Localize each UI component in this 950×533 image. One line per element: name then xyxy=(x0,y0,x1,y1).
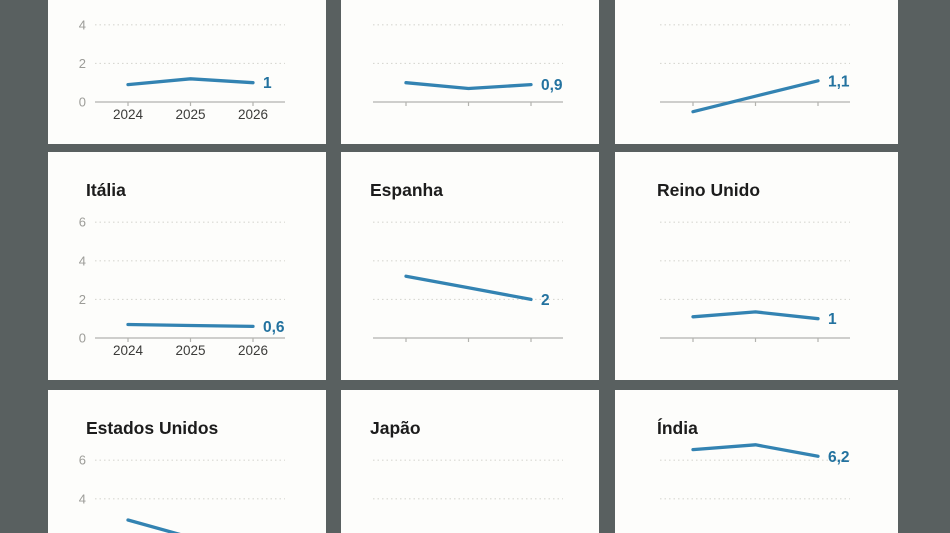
x-tick-label-2024: 2024 xyxy=(113,343,144,358)
line-chart-svg: Itália 0 2 4 6 2024 2025 2026 0,6 xyxy=(79,180,285,358)
y-tick-label-6: 6 xyxy=(79,215,86,230)
data-line xyxy=(404,274,533,302)
panel-title-estados-unidos: Estados Unidos xyxy=(86,418,219,438)
chart-panel-r1c1: 02462024202520261 xyxy=(48,0,326,144)
line-chart-svg: Índia 6,2 xyxy=(657,417,850,500)
panel-title-india: Índia xyxy=(657,417,698,438)
y-tick-label-0: 0 xyxy=(79,95,86,110)
y-tick-label-6: 6 xyxy=(79,453,86,468)
y-tick-label-2: 2 xyxy=(79,530,86,533)
chart-panel-reino-unido: Reino Unido 1 xyxy=(615,152,898,380)
end-value-label: 1 xyxy=(263,75,272,92)
line-chart-svg: Reino Unido 1 xyxy=(657,180,850,342)
end-value-label: 1 xyxy=(828,311,837,328)
x-tick-label-2025: 2025 xyxy=(175,107,205,122)
data-line xyxy=(404,81,533,91)
chart-panel-espanha: Espanha 2 xyxy=(341,152,599,380)
line-chart-svg: 1,1 xyxy=(660,24,850,114)
line-chart-svg: 02462024202520261 xyxy=(79,17,285,122)
y-tick-label-2: 2 xyxy=(79,292,86,307)
panel-title-japao: Japão xyxy=(370,418,421,438)
end-value-label: 6,2 xyxy=(828,449,850,466)
line-chart-svg: Estados Unidos0246202420252026 xyxy=(79,418,285,533)
chart-panel-italia: Itália 0 2 4 6 2024 2025 2026 0,6 xyxy=(48,152,326,380)
data-line xyxy=(691,310,820,321)
data-line xyxy=(691,79,820,114)
x-tick-label-2026: 2026 xyxy=(238,343,268,358)
data-line xyxy=(126,322,255,329)
end-value-label: 0,6 xyxy=(263,319,285,336)
chart-panel-japao: Japão xyxy=(341,390,599,533)
data-line xyxy=(126,518,181,533)
line-chart-svg: Japão xyxy=(370,418,563,500)
panel-title-reino-unido: Reino Unido xyxy=(657,180,760,200)
y-tick-label-0: 0 xyxy=(79,331,86,346)
x-tick-label-2026: 2026 xyxy=(238,107,268,122)
end-value-label: 2 xyxy=(541,292,550,309)
end-value-label: 0,9 xyxy=(541,77,563,94)
line-chart-svg: Espanha 2 xyxy=(370,180,563,342)
chart-panel-india: Índia 6,2 xyxy=(615,390,898,533)
y-tick-label-4: 4 xyxy=(79,491,86,506)
y-tick-label-4: 4 xyxy=(79,253,86,268)
y-tick-label-2: 2 xyxy=(79,56,86,71)
chart-panel-estados-unidos: Estados Unidos0246202420252026 xyxy=(48,390,326,533)
end-value-label: 1,1 xyxy=(828,73,850,90)
y-tick-label-4: 4 xyxy=(79,17,86,32)
panel-title-italia: Itália xyxy=(86,180,126,200)
data-line xyxy=(691,443,820,458)
data-line xyxy=(126,77,255,87)
chart-panel-r1c3: 1,1 xyxy=(615,0,898,144)
panel-title-espanha: Espanha xyxy=(370,180,443,200)
x-tick-label-2025: 2025 xyxy=(175,343,205,358)
chart-panel-r1c2: 0,9 xyxy=(341,0,599,144)
x-tick-label-2024: 2024 xyxy=(113,107,144,122)
line-chart-svg: 0,9 xyxy=(373,24,563,106)
